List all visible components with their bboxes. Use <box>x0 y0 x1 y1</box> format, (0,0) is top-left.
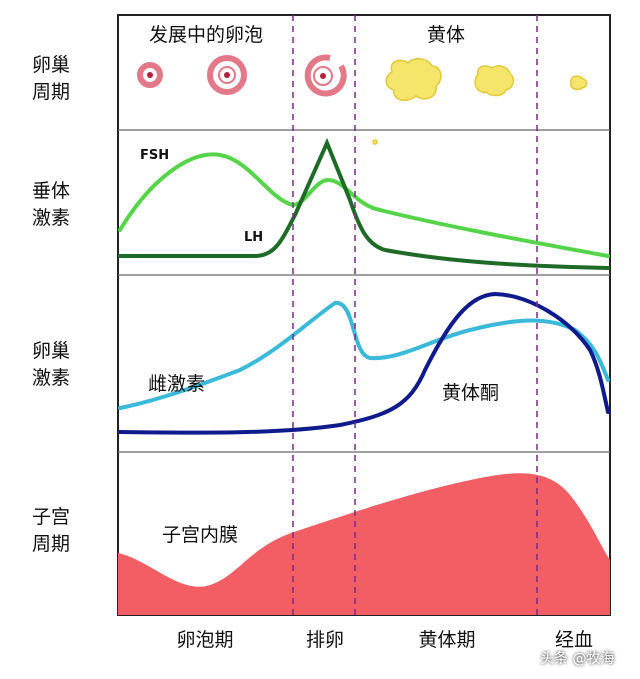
row-label: 卵巢周期 <box>31 54 70 103</box>
phase-label: 黄体期 <box>418 629 476 651</box>
progesterone-curve <box>118 291 610 435</box>
estrogen-curve <box>118 301 610 410</box>
fsh-curve <box>118 152 610 258</box>
endometrium-area <box>118 473 610 615</box>
phase-label: 经血 <box>554 629 594 651</box>
follicles <box>137 54 347 97</box>
row-label: 垂体激素 <box>31 180 70 229</box>
phase-label: 排卵 <box>305 629 345 651</box>
row-label: 子宫周期 <box>31 506 70 555</box>
curve-label: LH <box>244 230 264 245</box>
curve-label: 子宫内膜 <box>162 524 239 546</box>
phase-label: 卵泡期 <box>176 629 234 651</box>
watermark: 头条 @牧海 <box>540 651 615 667</box>
curve-label: 黄体酮 <box>442 382 500 404</box>
curve-label: FSH <box>140 148 170 163</box>
header-label: 黄体 <box>426 24 466 46</box>
corpus-luteum <box>372 58 588 145</box>
row-label: 卵巢激素 <box>31 340 70 389</box>
header-label: 发展中的卵泡 <box>148 24 264 46</box>
lh-curve <box>118 137 610 270</box>
curve-label: 雌激素 <box>148 373 206 395</box>
